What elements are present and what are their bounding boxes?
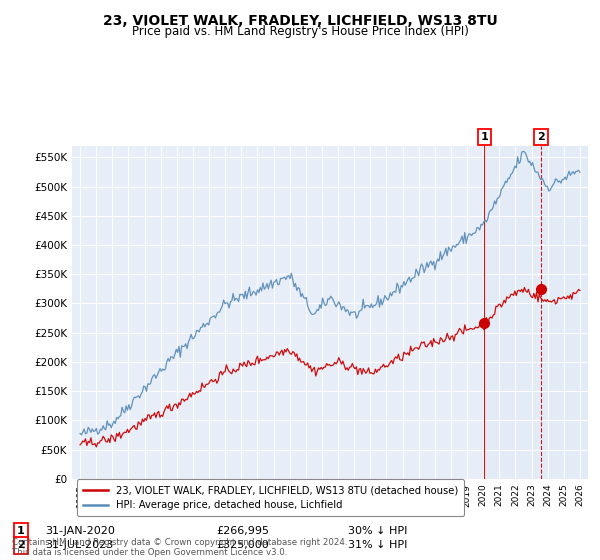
Bar	[484, 146, 588, 479]
Text: Price paid vs. HM Land Registry's House Price Index (HPI): Price paid vs. HM Land Registry's House …	[131, 25, 469, 38]
Text: 1: 1	[481, 132, 488, 142]
Text: 31-JAN-2020: 31-JAN-2020	[45, 526, 115, 536]
Text: 1: 1	[17, 526, 25, 536]
Text: 2: 2	[17, 540, 25, 550]
Text: 30% ↓ HPI: 30% ↓ HPI	[348, 526, 407, 536]
Legend: 23, VIOLET WALK, FRADLEY, LICHFIELD, WS13 8TU (detached house), HPI: Average pri: 23, VIOLET WALK, FRADLEY, LICHFIELD, WS1…	[77, 479, 464, 516]
Text: £325,000: £325,000	[216, 540, 269, 550]
Text: 23, VIOLET WALK, FRADLEY, LICHFIELD, WS13 8TU: 23, VIOLET WALK, FRADLEY, LICHFIELD, WS1…	[103, 14, 497, 28]
Text: Contains HM Land Registry data © Crown copyright and database right 2024.
This d: Contains HM Land Registry data © Crown c…	[12, 538, 347, 557]
Text: 31-JUL-2023: 31-JUL-2023	[45, 540, 113, 550]
Text: 2: 2	[537, 132, 545, 142]
Text: 31% ↓ HPI: 31% ↓ HPI	[348, 540, 407, 550]
Text: £266,995: £266,995	[216, 526, 269, 536]
